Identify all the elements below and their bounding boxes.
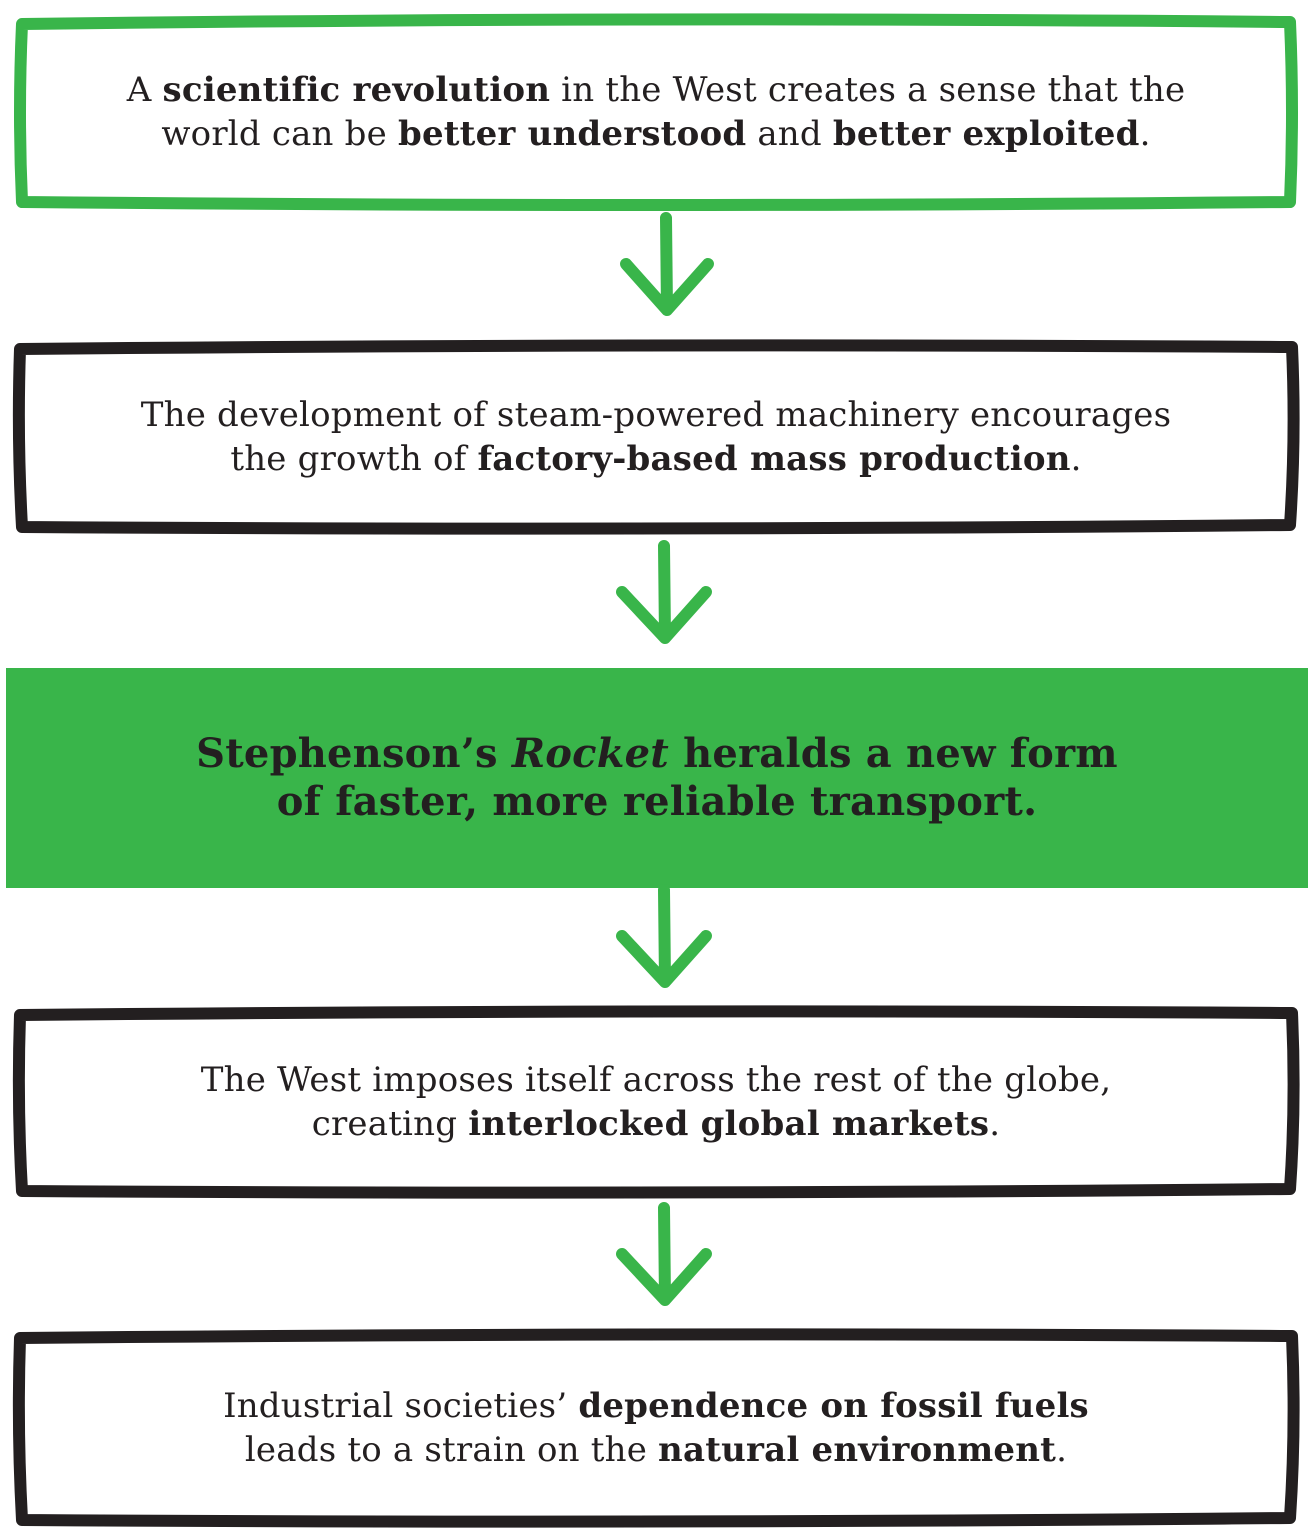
hand-drawn-black-frame [12,1005,1300,1199]
step-text-line-1: The West imposes itself across the rest … [200,1060,1112,1100]
step-text: A scientific revolution in the West crea… [127,68,1186,156]
hand-drawn-black-frame [12,1328,1300,1528]
down-arrow-icon [620,212,714,316]
step-text-line-1: Stephenson’s Rocket heralds a new form [196,730,1118,777]
down-arrow-icon [616,884,712,988]
flow-step-steam-machinery: The development of steam-powered machine… [12,339,1300,535]
down-arrow-icon [616,540,712,644]
hand-drawn-green-frame [14,13,1298,211]
step-text-line-1: Industrial societies’ dependence on foss… [223,1386,1089,1426]
step-text-line-2: world can be better understood and bette… [161,114,1151,154]
step-text-line-1: The development of steam-powered machine… [140,395,1172,435]
flow-step-fossil-fuels: Industrial societies’ dependence on foss… [12,1328,1300,1528]
step-text: Stephenson’s Rocket heralds a new form o… [196,730,1118,826]
flow-step-global-markets: The West imposes itself across the rest … [12,1005,1300,1199]
step-text: Industrial societies’ dependence on foss… [223,1384,1089,1472]
down-arrow-icon [616,1202,712,1306]
step-text-line-1: A scientific revolution in the West crea… [126,70,1186,110]
hand-drawn-black-frame [12,339,1300,535]
step-text: The West imposes itself across the rest … [201,1058,1112,1146]
flow-step-scientific-revolution: A scientific revolution in the West crea… [14,13,1298,211]
step-text-line-2: of faster, more reliable transport. [276,778,1038,825]
step-text-line-2: creating interlocked global markets. [311,1104,1001,1144]
step-text-line-2: leads to a strain on the natural environ… [244,1430,1068,1470]
flow-step-stephensons-rocket: Stephenson’s Rocket heralds a new form o… [6,668,1308,888]
step-text-line-2: the growth of factory-based mass product… [230,439,1082,479]
step-text: The development of steam-powered machine… [141,393,1172,481]
